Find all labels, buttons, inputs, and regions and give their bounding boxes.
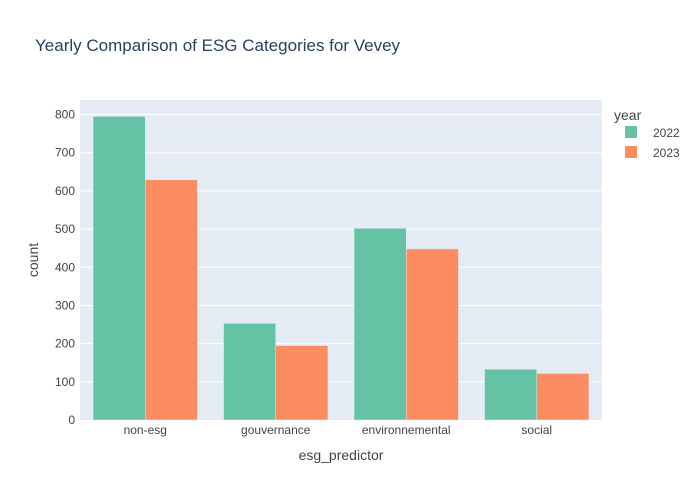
- bar-non-esg-2023[interactable]: [145, 179, 198, 421]
- legend-label-2023[interactable]: 2023: [653, 146, 680, 160]
- y-axis-label: count: [25, 243, 41, 277]
- bar-social-2022[interactable]: [484, 368, 537, 421]
- chart-title: Yearly Comparison of ESG Categories for …: [35, 36, 401, 55]
- y-tick-label: 700: [55, 146, 75, 160]
- bar-non-esg-2022[interactable]: [92, 116, 146, 421]
- bar-environnemental-2023[interactable]: [406, 248, 459, 421]
- legend: year 2022 2023: [614, 107, 680, 160]
- legend-label-2022[interactable]: 2022: [653, 126, 680, 140]
- y-tick-label: 100: [55, 375, 75, 389]
- y-tick-labels: 0 100 200 300 400 500 600 700 800: [55, 108, 75, 427]
- legend-swatch-2022[interactable]: [625, 126, 637, 138]
- y-tick-label: 600: [55, 184, 75, 198]
- x-axis-label: esg_predictor: [299, 447, 384, 463]
- x-tick-label-gouvernance: gouvernance: [241, 423, 311, 437]
- x-tick-labels: non-esg gouvernance environnemental social: [124, 423, 553, 437]
- bar-gouvernance-2023[interactable]: [275, 345, 329, 421]
- x-tick-label-environnemental: environnemental: [362, 423, 451, 437]
- bar-social-2023[interactable]: [536, 373, 590, 421]
- legend-swatch-2023[interactable]: [625, 146, 637, 158]
- y-tick-label: 500: [55, 222, 75, 236]
- y-tick-label: 0: [68, 413, 75, 427]
- bar-gouvernance-2022[interactable]: [223, 323, 277, 421]
- y-tick-label: 300: [55, 298, 75, 312]
- y-tick-label: 800: [55, 108, 75, 122]
- y-tick-label: 200: [55, 337, 75, 351]
- bar-environnemental-2022[interactable]: [353, 228, 407, 421]
- y-tick-label: 400: [55, 260, 75, 274]
- bars: [92, 116, 590, 421]
- x-tick-label-non-esg: non-esg: [124, 423, 167, 437]
- x-tick-label-social: social: [521, 423, 552, 437]
- legend-title: year: [614, 107, 642, 123]
